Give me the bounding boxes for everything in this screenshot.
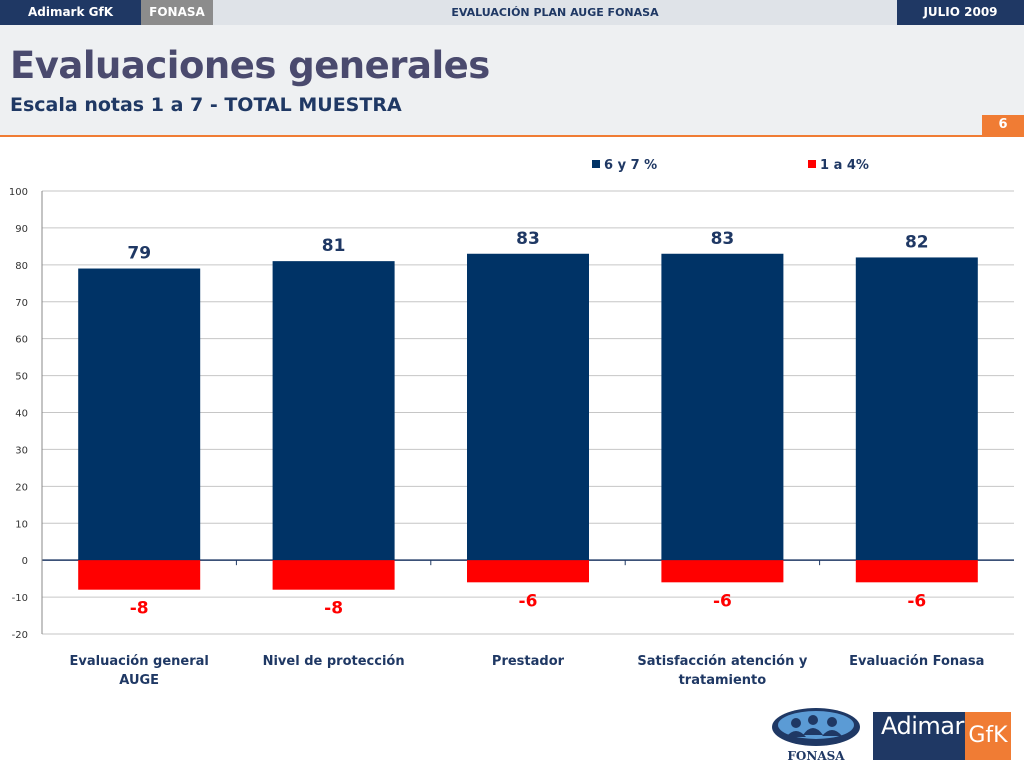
fonasa-logo: FONASA bbox=[772, 708, 860, 763]
data-label-negative: -6 bbox=[519, 591, 538, 611]
report-date: JULIO 2009 bbox=[897, 0, 1024, 25]
data-label-positive: 81 bbox=[322, 236, 346, 256]
bar-negative bbox=[661, 560, 784, 583]
fonasa-logo-text: FONASA bbox=[787, 749, 845, 763]
category-label: Prestador bbox=[492, 654, 565, 669]
page-subtitle: Escala notas 1 a 7 - TOTAL MUESTRA bbox=[10, 94, 402, 116]
data-label-negative: -6 bbox=[907, 591, 926, 611]
y-tick-label: 100 bbox=[9, 187, 28, 198]
bar-positive bbox=[661, 253, 784, 561]
data-label-positive: 79 bbox=[127, 244, 151, 264]
y-tick-label: 50 bbox=[15, 372, 28, 383]
bar-negative bbox=[272, 560, 395, 590]
bar-negative bbox=[78, 560, 201, 590]
category-label: tratamiento bbox=[679, 673, 767, 688]
page-title: Evaluaciones generales bbox=[10, 44, 490, 87]
client-label: FONASA bbox=[141, 0, 213, 25]
data-label-negative: -8 bbox=[324, 599, 343, 619]
category-label: Evaluación Fonasa bbox=[849, 654, 984, 669]
legend-label: 6 y 7 % bbox=[604, 158, 657, 173]
category-label: Satisfacción atención y bbox=[637, 654, 807, 669]
data-label-positive: 83 bbox=[711, 229, 735, 249]
y-tick-label: -20 bbox=[12, 630, 28, 641]
y-tick-label: 80 bbox=[15, 261, 28, 272]
data-label-positive: 82 bbox=[905, 232, 929, 252]
bar-positive bbox=[272, 261, 395, 561]
slide-header bbox=[0, 25, 1024, 135]
data-label-negative: -6 bbox=[713, 591, 732, 611]
bar-chart: -20 -10 0 10 20 30 40 50 60 70 80 90 100 79 -8 Evaluaci… bbox=[9, 158, 1014, 688]
gfk-logo-text: GfK bbox=[965, 712, 1011, 760]
y-tick-label: 90 bbox=[15, 224, 28, 235]
bar-negative bbox=[855, 560, 978, 583]
category-label: Nivel de protección bbox=[263, 654, 405, 669]
legend-swatch bbox=[592, 160, 600, 168]
legend-swatch bbox=[808, 160, 816, 168]
top-bar: Adimark GfK FONASA EVALUACIÓN PLAN AUGE … bbox=[0, 0, 1024, 25]
y-tick-label: 60 bbox=[15, 335, 28, 346]
data-label-negative: -8 bbox=[130, 599, 149, 619]
legend-label: 1 a 4% bbox=[820, 158, 869, 173]
y-tick-label: 20 bbox=[15, 482, 28, 493]
category-label: Evaluación general bbox=[70, 654, 209, 669]
bar-positive bbox=[855, 257, 978, 561]
category-label: AUGE bbox=[119, 673, 159, 688]
y-tick-label: -10 bbox=[12, 593, 28, 604]
data-label-positive: 83 bbox=[516, 229, 540, 249]
adimark-logo-text: Adimark bbox=[881, 712, 978, 740]
brand-label: Adimark GfK bbox=[0, 0, 141, 25]
bar-negative bbox=[467, 560, 589, 583]
page-number-badge: 6 bbox=[982, 115, 1024, 135]
adimark-gfk-logo: Adimark GfK bbox=[873, 712, 1011, 760]
y-tick-label: 70 bbox=[15, 298, 28, 309]
bar-positive bbox=[78, 268, 201, 561]
header-divider bbox=[0, 135, 1024, 137]
report-title: EVALUACIÓN PLAN AUGE FONASA bbox=[451, 6, 659, 19]
y-tick-label: 10 bbox=[15, 519, 28, 530]
y-tick-label: 30 bbox=[15, 445, 28, 456]
y-tick-label: 40 bbox=[15, 409, 28, 420]
bar-positive bbox=[467, 253, 589, 561]
y-tick-label: 0 bbox=[22, 556, 28, 567]
